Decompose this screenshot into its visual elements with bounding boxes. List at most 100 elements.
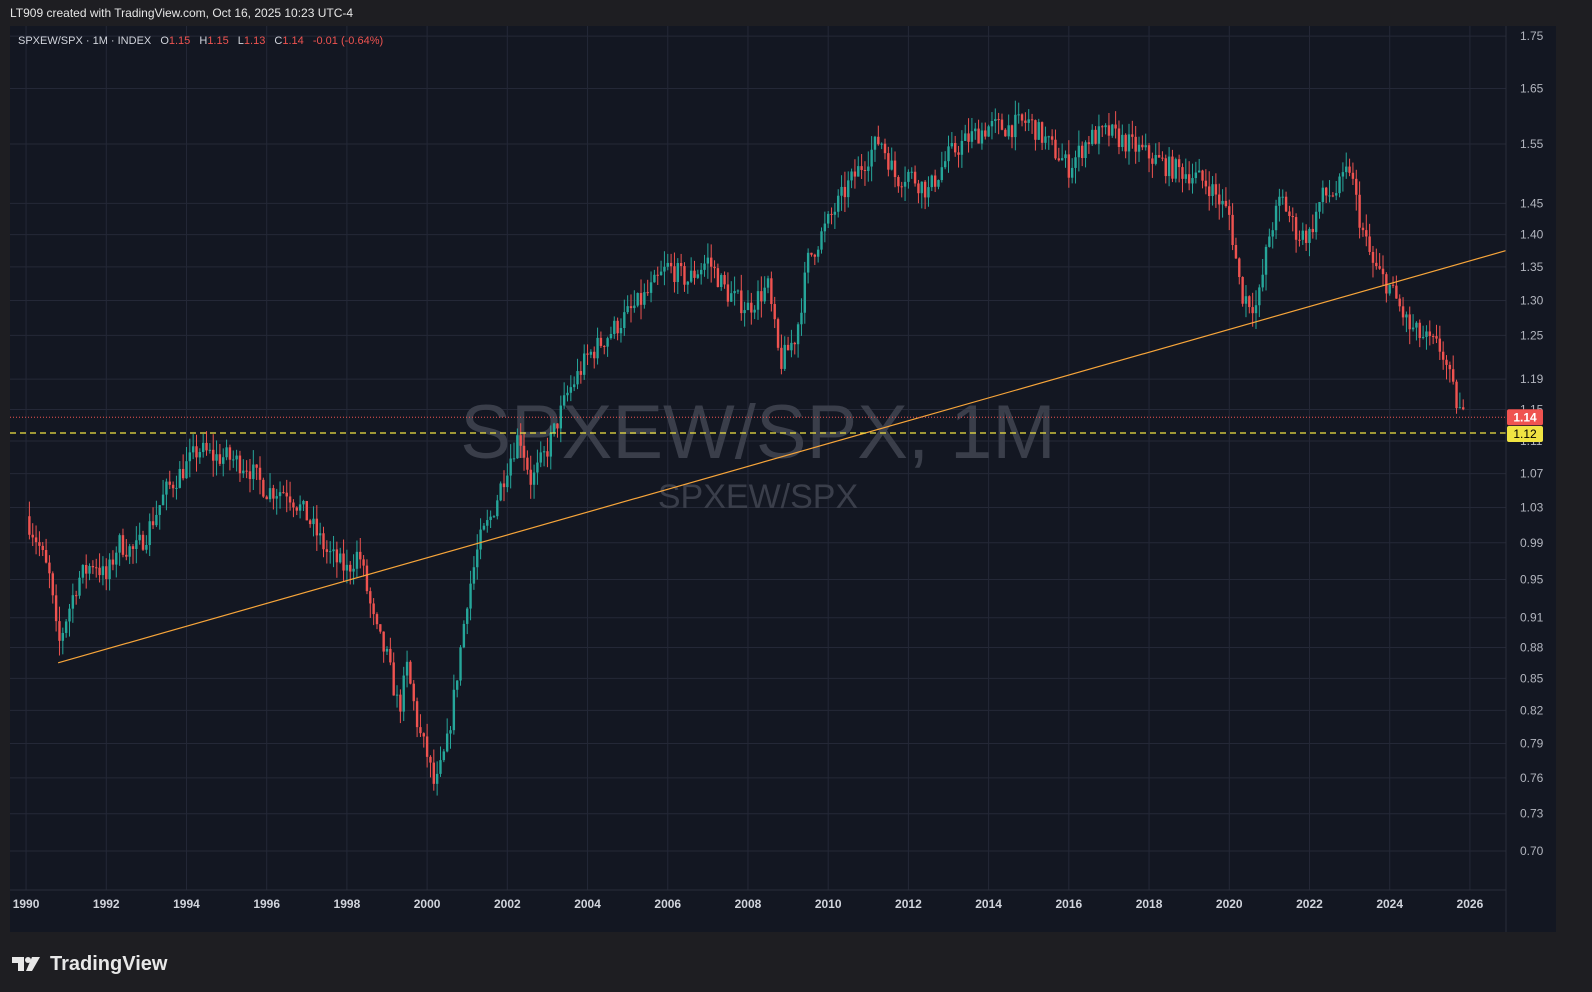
dashed-line-badge: 1.12 [1507, 426, 1543, 443]
candle-body [191, 446, 195, 453]
candle-body [743, 310, 746, 314]
candle-body [445, 733, 449, 752]
time-tick-label: 2006 [654, 897, 681, 911]
candle-body [526, 457, 529, 470]
candle-body [1398, 298, 1401, 307]
candle-body [556, 423, 559, 429]
legend-symbol: SPXEW/SPX · 1M · INDEX [18, 35, 152, 47]
price-tick-label: 1.30 [1520, 293, 1544, 307]
footer-brand[interactable]: TradingView [12, 950, 167, 978]
candle-body [730, 293, 733, 302]
candle-body [606, 338, 609, 347]
candle-body [803, 272, 806, 313]
candle-body [643, 292, 646, 305]
time-tick-label: 2014 [975, 897, 1002, 911]
candle-body [633, 305, 636, 309]
candle-body [442, 751, 446, 761]
candle-body [305, 500, 308, 521]
candle-body [275, 496, 278, 499]
candle-body [1101, 126, 1104, 128]
candle-body [509, 458, 512, 476]
candle-body [422, 733, 425, 737]
candle-body [716, 268, 720, 288]
candle-body [1141, 144, 1144, 148]
candle-body [1234, 245, 1238, 259]
candle-body [699, 269, 703, 275]
candle-body [629, 306, 633, 309]
time-tick-label: 2020 [1216, 897, 1243, 911]
candle-body [1375, 262, 1378, 267]
candle-body [165, 481, 168, 495]
time-tick-label: 1996 [253, 897, 280, 911]
time-tick-label: 2026 [1457, 897, 1484, 911]
time-tick-label: 2002 [494, 897, 521, 911]
candle-body [1335, 193, 1338, 196]
candle-body [415, 701, 419, 728]
trendline[interactable] [57, 250, 1507, 664]
candle-body [1194, 172, 1198, 179]
header-bar: LT909 created with TradingView.com, Oct … [0, 0, 1592, 26]
candle-body [479, 529, 482, 550]
candle-body [1087, 142, 1091, 145]
time-tick-label: 1992 [93, 897, 120, 911]
price-chart[interactable]: SPXEW/SPX, 1M SPXEW/SPX 1.75 1.65 1.55 1.45… [10, 26, 1556, 932]
time-tick-label: 2000 [414, 897, 441, 911]
candle-body [462, 623, 466, 648]
candle-body [1294, 217, 1298, 240]
candle-body [1014, 114, 1017, 138]
price-tick-label: 0.88 [1520, 641, 1544, 655]
time-tick-label: 2008 [735, 897, 762, 911]
svg-text:1.14: 1.14 [1513, 410, 1537, 424]
candle-body [927, 187, 930, 198]
candle-body [619, 328, 623, 334]
candle-body [409, 661, 412, 684]
candle-body [472, 567, 476, 584]
candle-body [352, 568, 355, 572]
price-tick-label: 0.91 [1520, 611, 1544, 625]
time-tick-label: 2024 [1376, 897, 1403, 911]
candle-body [656, 274, 659, 276]
candle-body [1197, 170, 1201, 173]
candle-body [1455, 381, 1458, 409]
candle-body [609, 333, 613, 339]
candle-body [1047, 136, 1050, 138]
candle-body [559, 405, 563, 429]
candle-body [1441, 351, 1445, 360]
candle-body [365, 565, 369, 592]
candle-body [1157, 155, 1161, 158]
tradingview-logo-icon [12, 955, 42, 973]
legend-l-value: 1.13 [244, 35, 265, 47]
candle-body [900, 186, 903, 188]
candle-body [158, 505, 161, 515]
candle-body [1261, 274, 1264, 288]
candle-body [228, 447, 232, 460]
candle-body [1004, 129, 1007, 137]
candle-body [262, 479, 265, 497]
candle-body [1208, 186, 1211, 197]
candle-body [359, 551, 362, 560]
candle-body [222, 457, 225, 464]
candle-body [168, 481, 171, 485]
candle-body [486, 520, 489, 526]
candle-body [1191, 178, 1194, 184]
candle-body [295, 507, 298, 511]
candle-body [1037, 122, 1040, 140]
candle-body [1405, 314, 1408, 318]
chart-container[interactable]: SPXEW/SPX, 1M SPXEW/SPX 1.75 1.65 1.55 1.45… [10, 26, 1556, 932]
candle-body [238, 455, 242, 474]
candle-body [837, 195, 840, 212]
candle-body [392, 662, 395, 696]
candle-body [940, 167, 944, 181]
candle-body [923, 181, 927, 198]
candle-body [1020, 114, 1024, 121]
candle-body [736, 290, 740, 292]
candle-body [252, 464, 255, 480]
candle-body [1421, 336, 1425, 338]
candle-body [603, 345, 606, 347]
candle-body [98, 567, 101, 576]
candle-body [455, 680, 459, 690]
svg-text:1.12: 1.12 [1513, 427, 1537, 441]
candle-body [1304, 230, 1308, 243]
candle-body [1151, 158, 1154, 164]
price-tick-label: 0.85 [1520, 671, 1544, 685]
